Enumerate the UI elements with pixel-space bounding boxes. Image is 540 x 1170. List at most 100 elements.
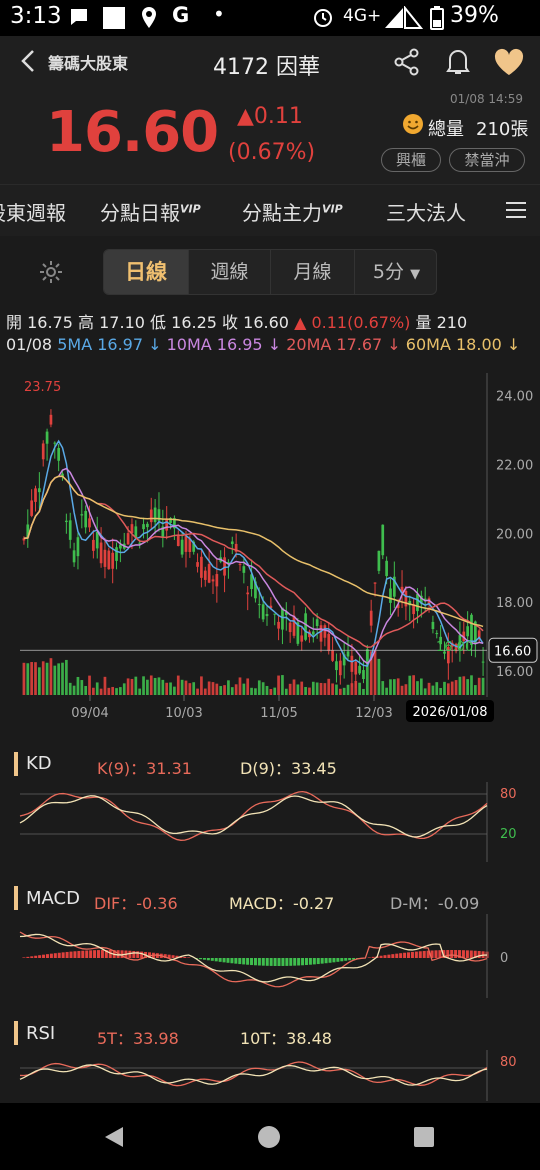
price-chart[interactable]: 24.00 22.00 20.00 18.00 16.00 16.60 23.75 16.00… bbox=[0, 365, 540, 730]
macd-histogram-bar bbox=[265, 958, 269, 966]
nav-back-icon[interactable] bbox=[103, 1125, 125, 1153]
menu-icon[interactable] bbox=[505, 201, 527, 223]
macd-histogram-bar bbox=[465, 950, 469, 958]
candle-body bbox=[153, 507, 157, 523]
candle-body bbox=[396, 604, 400, 608]
macd-histogram-bar bbox=[269, 958, 273, 966]
macd-histogram-bar bbox=[391, 954, 395, 958]
status-time: 3:13 bbox=[10, 3, 62, 29]
nav-recents-icon[interactable] bbox=[413, 1126, 435, 1152]
rsi-chart[interactable]: 80 bbox=[0, 1048, 540, 1103]
volume-bar bbox=[126, 678, 130, 695]
macd-histogram-bar bbox=[297, 958, 301, 966]
period-daily[interactable]: 日線 bbox=[104, 250, 188, 294]
volume-bar bbox=[111, 686, 115, 695]
y-tick-label: 16.00 bbox=[496, 665, 533, 680]
volume-bar bbox=[230, 687, 234, 695]
candle-body bbox=[68, 520, 72, 540]
back-label[interactable]: 籌碼大股東 bbox=[48, 54, 129, 73]
tab-institutional[interactable]: 三大法人 bbox=[386, 201, 466, 225]
volume-label: 總量 bbox=[428, 119, 464, 140]
candle-body bbox=[446, 647, 450, 664]
macd-histogram-bar bbox=[93, 950, 97, 958]
candle-body bbox=[304, 613, 307, 640]
volume-bar bbox=[381, 681, 385, 695]
favorite-heart-icon[interactable] bbox=[493, 48, 525, 80]
candle-body bbox=[481, 661, 485, 663]
candle-body bbox=[246, 592, 250, 595]
volume-bar bbox=[292, 679, 296, 695]
volume-bar bbox=[439, 688, 442, 695]
kd-marker bbox=[14, 752, 18, 776]
candle-body bbox=[281, 607, 284, 630]
macd-histogram-bar bbox=[367, 957, 371, 958]
candle-body bbox=[92, 539, 95, 551]
candle-body bbox=[215, 574, 219, 587]
candle-body bbox=[103, 549, 107, 567]
osc-slow-line bbox=[19, 795, 488, 838]
settings-gear-icon[interactable] bbox=[38, 259, 64, 289]
volume-bar bbox=[261, 682, 265, 695]
volume-bar bbox=[335, 684, 338, 695]
candle-body bbox=[269, 605, 273, 609]
candle-body bbox=[404, 590, 408, 607]
macd-histogram-bar bbox=[226, 958, 230, 963]
volume-bar bbox=[196, 688, 199, 695]
candle-body bbox=[296, 622, 300, 644]
volume-bar bbox=[184, 680, 188, 695]
volume-bar bbox=[173, 686, 176, 695]
candle-body bbox=[22, 538, 26, 541]
candle-body bbox=[76, 537, 80, 557]
system-nav-bar bbox=[0, 1103, 540, 1170]
osc-low-label: 20 bbox=[500, 827, 517, 842]
tab-branch-major[interactable]: 分點主力VIP bbox=[242, 201, 343, 225]
osc-fast-line bbox=[19, 1061, 488, 1087]
macd-histogram-bar bbox=[26, 956, 30, 958]
candle-body bbox=[381, 524, 385, 556]
candle-body bbox=[234, 543, 238, 552]
candle-body bbox=[369, 610, 373, 626]
nav-home-icon[interactable] bbox=[257, 1125, 281, 1153]
candle-body bbox=[354, 661, 358, 675]
macd-histogram-bar bbox=[324, 958, 328, 964]
macd-histogram-bar bbox=[332, 958, 336, 963]
macd-histogram-bar bbox=[140, 951, 144, 958]
candle-body bbox=[427, 598, 431, 605]
macd-histogram-bar bbox=[253, 958, 257, 966]
candle-body bbox=[223, 557, 226, 576]
period-minute-dropdown[interactable]: 5分 ▼ bbox=[354, 250, 438, 294]
kd-chart[interactable]: 80 20 bbox=[0, 780, 540, 864]
tab-shareholder-weekly[interactable]: 股東週報 bbox=[0, 201, 66, 225]
volume-bar bbox=[474, 685, 477, 695]
candle-body bbox=[284, 611, 288, 615]
osc-high-label: 80 bbox=[500, 1055, 517, 1070]
candle-body bbox=[72, 550, 76, 563]
macd-histogram-bar bbox=[183, 956, 187, 958]
period-monthly[interactable]: 月線 bbox=[270, 250, 354, 294]
ma-line: 01/08 5MA 16.97 ↓ 10MA 16.95 ↓ 20MA 17.6… bbox=[6, 335, 521, 354]
volume-bar bbox=[346, 684, 350, 695]
candle-body bbox=[95, 531, 99, 549]
bell-icon[interactable] bbox=[444, 46, 472, 80]
candle-body bbox=[34, 488, 37, 502]
volume-bar bbox=[300, 681, 304, 695]
candle-body bbox=[373, 582, 377, 584]
candle-body bbox=[57, 447, 61, 461]
volume-bar bbox=[423, 688, 427, 695]
macd-histogram-bar bbox=[206, 958, 210, 961]
macd-histogram-bar bbox=[395, 953, 399, 958]
macd-chart[interactable]: 0 bbox=[0, 912, 540, 1000]
macd-histogram-bar bbox=[214, 958, 218, 962]
macd-histogram-bar bbox=[175, 955, 179, 958]
max-price-label: 23.75 bbox=[24, 380, 61, 395]
back-button[interactable] bbox=[20, 49, 36, 77]
volume-bar bbox=[338, 688, 342, 695]
candle-body bbox=[53, 442, 57, 444]
macd-histogram-bar bbox=[434, 950, 438, 958]
volume-bar bbox=[365, 649, 369, 695]
share-icon[interactable] bbox=[392, 47, 422, 81]
tab-branch-daily[interactable]: 分點日報VIP bbox=[100, 201, 201, 225]
period-weekly[interactable]: 週線 bbox=[188, 250, 270, 294]
volume-bar bbox=[257, 680, 261, 695]
volume-bar bbox=[273, 687, 277, 695]
